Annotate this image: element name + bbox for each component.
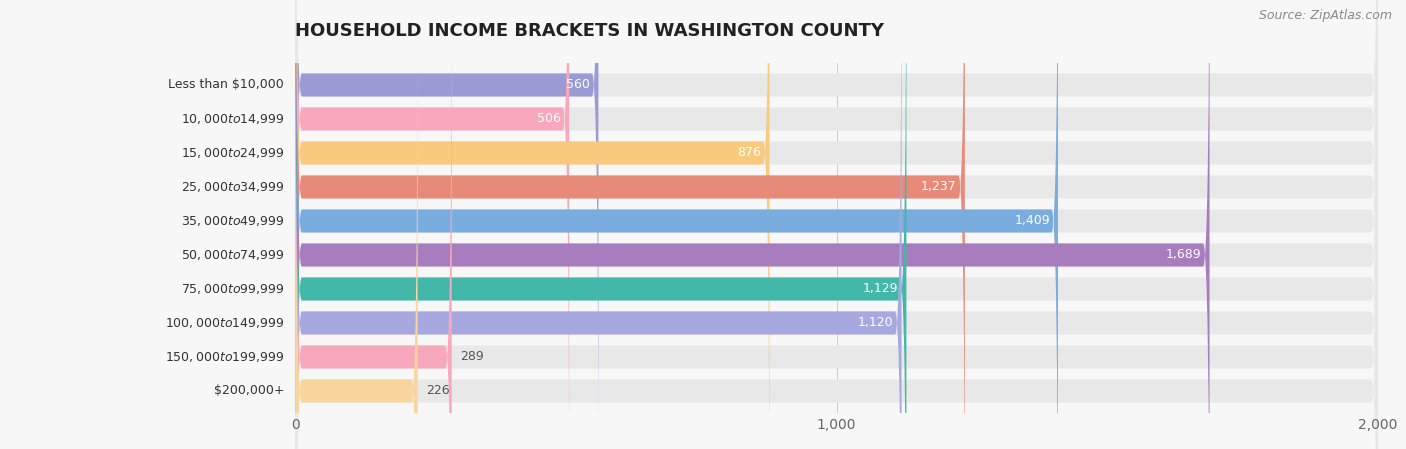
Text: $35,000 to $49,999: $35,000 to $49,999: [180, 214, 284, 228]
Text: 506: 506: [537, 112, 561, 125]
Text: $10,000 to $14,999: $10,000 to $14,999: [180, 112, 284, 126]
Text: $15,000 to $24,999: $15,000 to $24,999: [180, 146, 284, 160]
Text: $25,000 to $34,999: $25,000 to $34,999: [180, 180, 284, 194]
FancyBboxPatch shape: [295, 0, 451, 449]
FancyBboxPatch shape: [295, 0, 1378, 449]
Text: $100,000 to $149,999: $100,000 to $149,999: [165, 316, 284, 330]
Text: $50,000 to $74,999: $50,000 to $74,999: [180, 248, 284, 262]
Text: 226: 226: [426, 384, 450, 397]
Text: 1,237: 1,237: [921, 180, 956, 194]
FancyBboxPatch shape: [295, 0, 1378, 449]
FancyBboxPatch shape: [295, 0, 1209, 449]
Text: $150,000 to $199,999: $150,000 to $199,999: [165, 350, 284, 364]
FancyBboxPatch shape: [295, 0, 1057, 449]
Text: $75,000 to $99,999: $75,000 to $99,999: [180, 282, 284, 296]
FancyBboxPatch shape: [295, 0, 1378, 449]
Text: 1,409: 1,409: [1014, 215, 1050, 228]
Text: 560: 560: [567, 79, 591, 92]
FancyBboxPatch shape: [295, 0, 569, 449]
FancyBboxPatch shape: [295, 0, 907, 449]
Text: Source: ZipAtlas.com: Source: ZipAtlas.com: [1258, 9, 1392, 22]
Text: 876: 876: [738, 146, 761, 159]
FancyBboxPatch shape: [295, 0, 1378, 449]
FancyBboxPatch shape: [295, 0, 769, 449]
FancyBboxPatch shape: [295, 0, 901, 449]
Text: 289: 289: [460, 351, 484, 364]
Text: 1,129: 1,129: [863, 282, 898, 295]
Text: 1,120: 1,120: [858, 317, 893, 330]
FancyBboxPatch shape: [295, 0, 1378, 449]
FancyBboxPatch shape: [295, 0, 599, 449]
FancyBboxPatch shape: [295, 0, 418, 449]
Text: HOUSEHOLD INCOME BRACKETS IN WASHINGTON COUNTY: HOUSEHOLD INCOME BRACKETS IN WASHINGTON …: [295, 22, 884, 40]
FancyBboxPatch shape: [295, 0, 1378, 449]
Text: 1,689: 1,689: [1166, 248, 1201, 261]
FancyBboxPatch shape: [295, 0, 965, 449]
FancyBboxPatch shape: [295, 0, 1378, 449]
FancyBboxPatch shape: [295, 0, 1378, 449]
Text: $200,000+: $200,000+: [214, 384, 284, 397]
FancyBboxPatch shape: [295, 0, 1378, 449]
Text: Less than $10,000: Less than $10,000: [169, 79, 284, 92]
FancyBboxPatch shape: [295, 0, 1378, 449]
